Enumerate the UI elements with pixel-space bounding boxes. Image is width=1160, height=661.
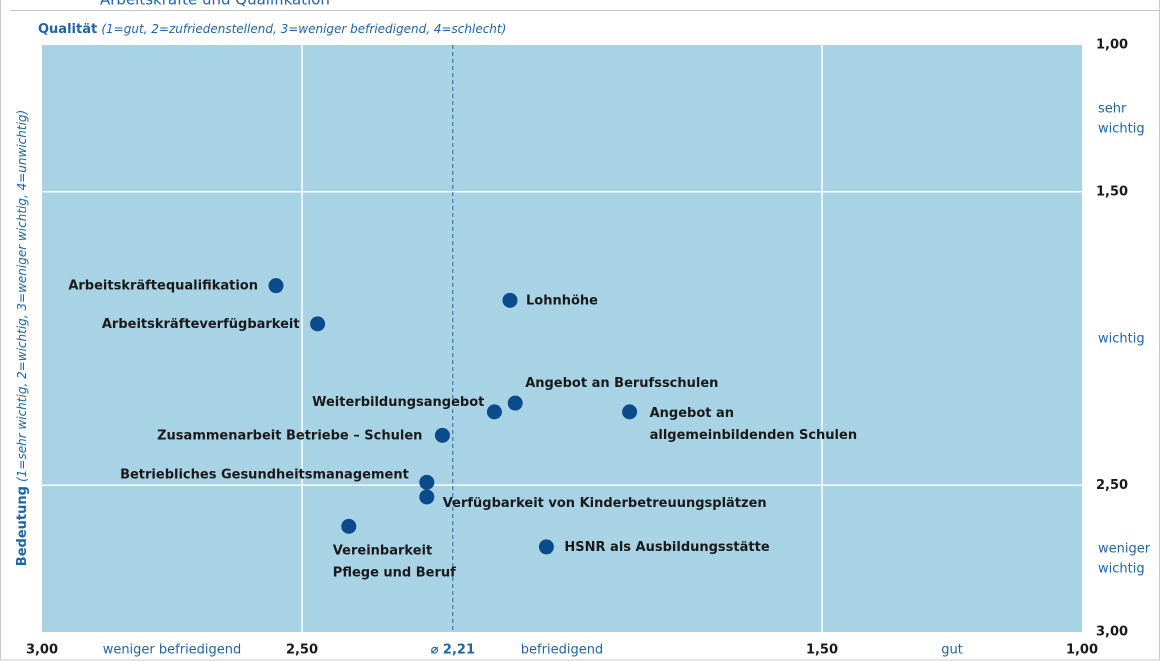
point-label: Arbeitskräftequalifikation — [68, 278, 258, 293]
y-scale-label: sehr wichtig — [1098, 101, 1145, 136]
y-scale-line: wichtig — [1098, 331, 1145, 346]
point-label: Vereinbarkeit Pflege und Beruf — [333, 543, 456, 580]
point-label-line: Betriebliches Gesundheitsmanagement — [120, 467, 409, 482]
x-tick-label: 1,50 — [806, 643, 838, 658]
y-scale-line: weniger — [1098, 541, 1151, 556]
point-label-line: Arbeitskräftequalifikation — [68, 278, 258, 293]
x-axis-title: Qualität (1=gut, 2=zufriedenstellend, 3=… — [38, 22, 506, 37]
point-label-line: Angebot an — [650, 405, 734, 420]
point-label-line: Weiterbildungsangebot — [312, 394, 484, 409]
point — [434, 427, 450, 443]
mean-label: ⌀ 2,21 — [431, 643, 475, 658]
plot-area — [42, 45, 1082, 632]
point — [622, 404, 638, 420]
point-label: HSNR als Ausbildungsstätte — [564, 539, 769, 554]
point-label: Arbeitskräfteverfügbarkeit — [102, 316, 300, 331]
point-label-line: Lohnhöhe — [526, 293, 598, 308]
point — [502, 292, 518, 308]
point — [310, 316, 326, 332]
point-label: Weiterbildungsangebot — [312, 394, 484, 409]
y-tick-label: 2,50 — [1096, 478, 1128, 493]
x-tick-label: 1,00 — [1066, 643, 1098, 658]
y-label: Bedeutung — [15, 486, 30, 566]
y-scale-line: sehr — [1098, 101, 1127, 116]
x-label-note: (1=gut, 2=zufriedenstellend, 3=weniger b… — [101, 22, 506, 36]
point-label-line: allgemeinbildenden Schulen — [650, 427, 858, 442]
point-label: Angebot an Berufsschulen — [525, 376, 718, 391]
x-scale-label: gut — [941, 643, 963, 658]
point-label: Lohnhöhe — [526, 293, 598, 308]
y-tick-label: 1,50 — [1096, 184, 1128, 199]
y-tick-label: 1,00 — [1096, 38, 1128, 53]
point — [341, 518, 357, 534]
point — [419, 489, 435, 505]
point — [268, 278, 284, 294]
y-scale-label: weniger wichtig — [1098, 541, 1151, 576]
x-scale-label: befriedigend — [521, 643, 603, 658]
point-label-line: HSNR als Ausbildungsstätte — [564, 539, 769, 554]
x-label: Qualität — [38, 22, 97, 37]
y-axis-title: Bedeutung (1=sehr wichtig, 2=wichtig, 3=… — [15, 110, 30, 566]
y-scale-line: wichtig — [1098, 561, 1145, 576]
point — [538, 539, 554, 555]
point-label-line: Angebot an Berufsschulen — [525, 376, 718, 391]
point-label: Angebot an allgemeinbildenden Schulen — [650, 405, 858, 442]
point-label-line: Zusammenarbeit Betriebe – Schulen — [157, 428, 422, 443]
chart-title: Arbeitskräfte und Qualifikation — [100, 0, 330, 9]
point-label-line: Verfügbarkeit von Kinderbetreuungsplätze… — [443, 495, 767, 510]
y-tick-label: 3,00 — [1096, 625, 1128, 640]
point — [486, 404, 502, 420]
point-label-line: Pflege und Beruf — [333, 565, 456, 580]
y-label-note: (1=sehr wichtig, 2=wichtig, 3=weniger wi… — [15, 110, 29, 482]
point-label-line: Vereinbarkeit — [333, 543, 432, 558]
point — [419, 474, 435, 490]
point-label: Betriebliches Gesundheitsmanagement — [120, 467, 409, 482]
x-scale-label: weniger befriedigend — [103, 643, 242, 658]
point — [507, 395, 523, 411]
point-label: Verfügbarkeit von Kinderbetreuungsplätze… — [443, 495, 767, 510]
x-tick-label: 3,00 — [26, 643, 58, 658]
point-label: Zusammenarbeit Betriebe – Schulen — [157, 428, 422, 443]
y-scale-line: wichtig — [1098, 121, 1145, 136]
x-tick-label: 2,50 — [286, 643, 318, 658]
point-label-line: Arbeitskräfteverfügbarkeit — [102, 316, 300, 331]
y-scale-label: wichtig — [1098, 331, 1145, 346]
